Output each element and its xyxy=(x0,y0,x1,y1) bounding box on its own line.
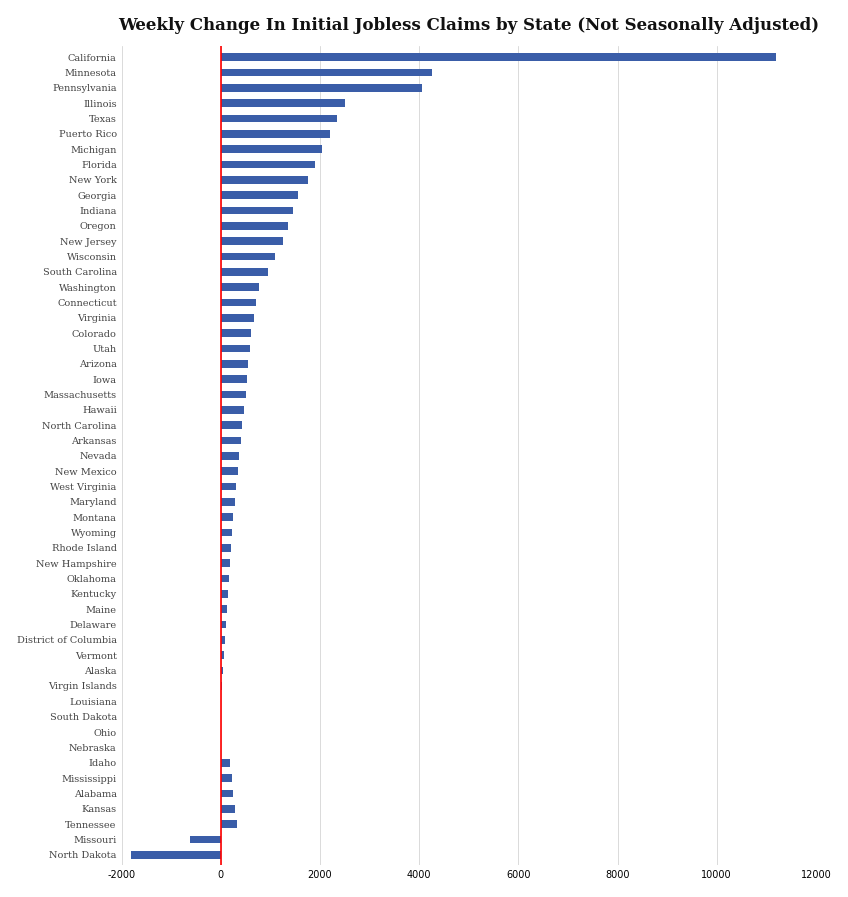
Bar xyxy=(220,759,230,767)
Bar xyxy=(220,452,239,460)
Bar xyxy=(220,161,315,169)
Bar xyxy=(220,100,345,107)
Bar xyxy=(220,191,298,199)
Bar xyxy=(220,130,330,137)
Bar xyxy=(220,206,293,214)
Bar xyxy=(220,513,233,521)
Bar xyxy=(220,666,223,675)
Bar xyxy=(220,253,276,260)
Bar xyxy=(220,391,246,398)
Title: Weekly Change In Initial Jobless Claims by State (Not Seasonally Adjusted): Weekly Change In Initial Jobless Claims … xyxy=(118,17,819,34)
Bar xyxy=(220,115,338,122)
Bar xyxy=(220,789,233,797)
Bar xyxy=(220,222,287,230)
Bar xyxy=(220,406,243,414)
Bar xyxy=(220,528,232,536)
Bar xyxy=(220,145,322,153)
Bar xyxy=(220,375,247,383)
Bar xyxy=(220,360,248,368)
Bar xyxy=(220,651,224,659)
Bar xyxy=(220,283,259,291)
Bar xyxy=(220,805,235,813)
Bar xyxy=(220,498,235,506)
Bar xyxy=(220,560,230,567)
Bar xyxy=(220,636,225,644)
Bar xyxy=(190,836,220,843)
Bar xyxy=(220,238,282,245)
Bar xyxy=(220,299,256,307)
Bar xyxy=(220,575,229,582)
Bar xyxy=(220,314,254,322)
Bar xyxy=(220,268,268,275)
Bar xyxy=(220,329,251,337)
Bar xyxy=(220,176,308,184)
Bar xyxy=(220,68,432,76)
Bar xyxy=(220,774,232,782)
Bar xyxy=(220,820,237,828)
Bar xyxy=(220,605,226,614)
Bar xyxy=(131,851,220,858)
Bar xyxy=(220,467,237,475)
Bar xyxy=(220,53,776,61)
Bar xyxy=(220,483,236,491)
Bar xyxy=(220,544,231,552)
Bar xyxy=(220,682,221,690)
Bar xyxy=(220,344,249,353)
Bar xyxy=(220,84,421,91)
Bar xyxy=(220,422,242,429)
Bar xyxy=(220,621,226,629)
Bar xyxy=(220,590,227,597)
Bar xyxy=(220,437,241,444)
